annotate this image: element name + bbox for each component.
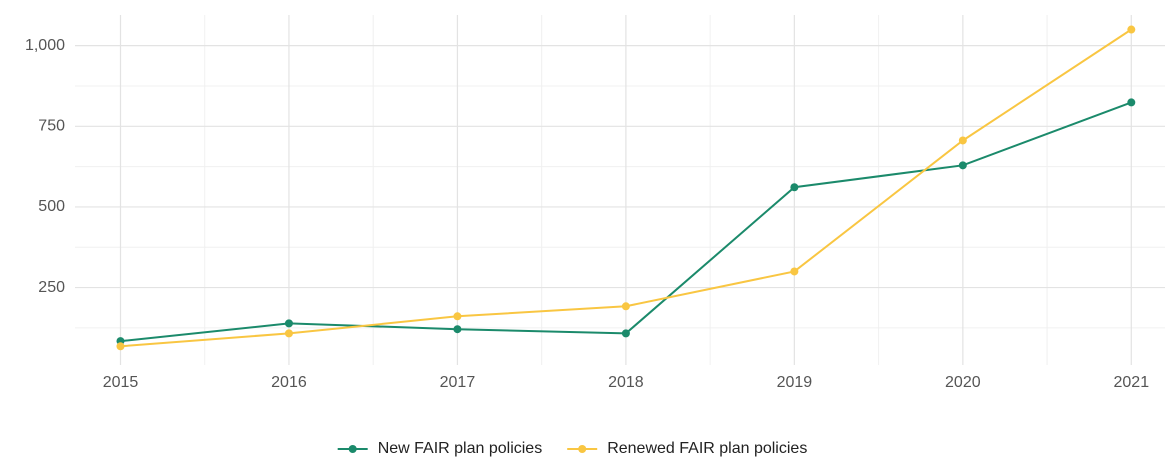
x-tick-label: 2016 bbox=[271, 374, 307, 391]
legend-item: Renewed FAIR plan policies bbox=[567, 440, 807, 457]
data-point bbox=[284, 329, 293, 338]
grid bbox=[75, 15, 1165, 365]
data-point bbox=[453, 325, 462, 334]
y-tick-label: 500 bbox=[38, 198, 65, 215]
x-tick-label: 2021 bbox=[1114, 374, 1150, 391]
data-point bbox=[453, 312, 462, 321]
data-point bbox=[1127, 25, 1136, 34]
y-tick-label: 250 bbox=[38, 279, 65, 296]
data-point bbox=[621, 302, 630, 311]
x-tick-label: 2017 bbox=[440, 374, 476, 391]
data-point bbox=[116, 342, 125, 351]
x-tick-label: 2018 bbox=[608, 374, 644, 391]
data-point bbox=[790, 183, 799, 192]
x-tick-label: 2015 bbox=[103, 374, 139, 391]
legend: New FAIR plan policies Renewed FAIR plan … bbox=[337, 440, 807, 457]
y-tick-label: 1,000 bbox=[25, 37, 65, 54]
data-point bbox=[1127, 98, 1136, 107]
data-point bbox=[958, 161, 967, 170]
x-tick-label: 2019 bbox=[777, 374, 813, 391]
legend-item: New FAIR plan policies bbox=[337, 440, 543, 457]
y-tick-label: 750 bbox=[38, 118, 65, 135]
data-point bbox=[284, 319, 293, 328]
legend-dot bbox=[578, 445, 587, 453]
x-tick-label: 2020 bbox=[945, 374, 981, 391]
data-point bbox=[621, 329, 630, 338]
legend-dot bbox=[348, 445, 357, 453]
data-point bbox=[790, 267, 799, 276]
legend-label: New FAIR plan policies bbox=[378, 440, 543, 457]
data-point bbox=[958, 136, 967, 145]
legend-label: Renewed FAIR plan policies bbox=[607, 440, 807, 457]
